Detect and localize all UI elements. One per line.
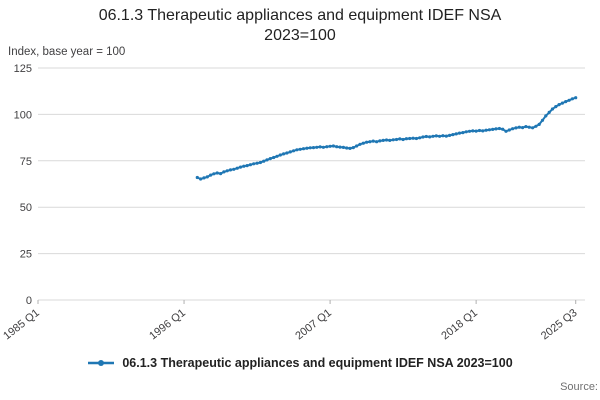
legend: 06.1.3 Therapeutic appliances and equipm…: [0, 356, 600, 370]
svg-text:0: 0: [26, 295, 32, 307]
svg-text:2025 Q3: 2025 Q3: [539, 307, 580, 342]
svg-text:75: 75: [20, 156, 32, 168]
svg-text:1985 Q1: 1985 Q1: [1, 307, 42, 342]
legend-line-marker: [87, 357, 115, 369]
chart-title: 06.1.3 Therapeutic appliances and equipm…: [0, 6, 600, 46]
svg-text:100: 100: [14, 109, 32, 121]
chart-title-line1: 06.1.3 Therapeutic appliances and equipm…: [98, 7, 502, 24]
chart-title-line2: 2023=100: [264, 27, 336, 44]
source-label: Source:: [560, 381, 598, 393]
svg-text:25: 25: [20, 249, 32, 261]
legend-label: 06.1.3 Therapeutic appliances and equipm…: [122, 356, 513, 370]
svg-text:2007 Q1: 2007 Q1: [293, 307, 334, 342]
svg-text:1996 Q1: 1996 Q1: [147, 307, 188, 342]
axis-note: Index, base year = 100: [8, 46, 126, 58]
svg-text:2018 Q1: 2018 Q1: [439, 307, 480, 342]
svg-text:125: 125: [14, 63, 32, 75]
svg-text:50: 50: [20, 202, 32, 214]
